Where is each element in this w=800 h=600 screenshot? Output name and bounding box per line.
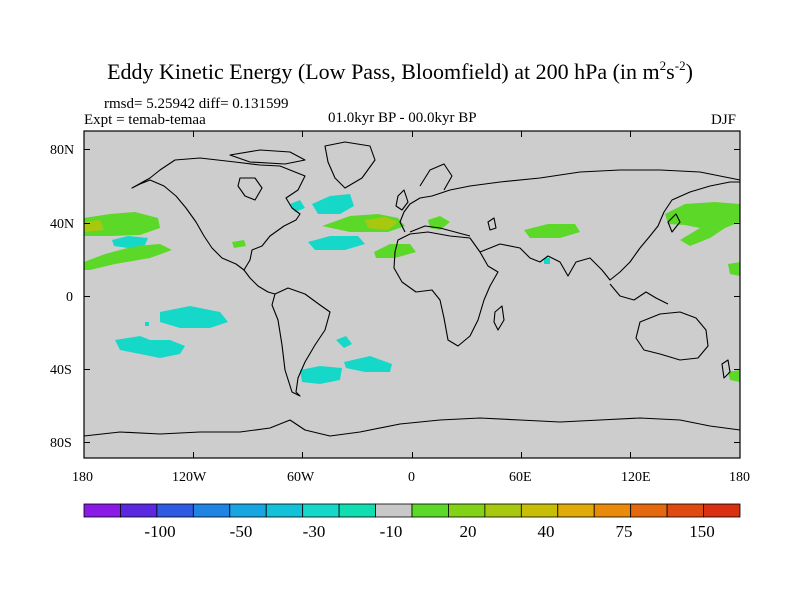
lat-ticks — [84, 149, 740, 443]
coast-madagascar — [493, 305, 505, 331]
coast-scandinavia — [419, 163, 453, 191]
colorbar-segment — [192, 503, 231, 518]
coast-se-asia — [609, 283, 669, 305]
colorbar-segment — [302, 503, 340, 518]
colorbar-label-1: -100 — [144, 522, 176, 541]
map-background — [84, 131, 740, 458]
lon-tick-180e: 180 — [729, 470, 750, 485]
patch-npac-20n — [84, 244, 172, 270]
coast-africa — [393, 231, 499, 347]
colorbar-segment — [338, 503, 376, 518]
colorbar-segment — [630, 503, 668, 518]
period-label: 01.0kyr BP - 00.0kyr BP — [328, 110, 477, 126]
patch-natl-40n-core — [365, 217, 398, 230]
stats-label: rmsd= 5.25942 diff= 0.131599 — [104, 96, 289, 112]
colorbar — [83, 503, 741, 518]
colorbar-label-6: 40 — [537, 522, 555, 541]
patch-npac-cyan — [112, 236, 148, 248]
patch-npac-east — [728, 262, 740, 276]
colorbar-segment — [83, 503, 121, 518]
coast-greenland — [324, 141, 376, 189]
patch-s-pac-east — [728, 370, 740, 382]
coast-caspian — [487, 217, 497, 231]
experiment-label: Expt = temab-temaa — [84, 112, 206, 128]
colorbar-label-3: -30 — [302, 522, 326, 541]
colorbar-label-5: 20 — [459, 522, 477, 541]
colorbar-segment — [703, 503, 741, 518]
colorbar-segment — [265, 503, 304, 518]
colorbar-segment — [666, 503, 704, 518]
coast-arabia-india — [479, 243, 641, 281]
lat-tick-80n: 80N — [50, 143, 75, 158]
lon-tick-60e: 60E — [509, 470, 532, 485]
lon-tick-0: 0 — [408, 470, 415, 485]
colorbar-segment — [411, 503, 449, 518]
colorbar-segment — [229, 503, 267, 518]
colorbar-label-2: -50 — [229, 522, 253, 541]
patch-asia-35n — [524, 224, 580, 238]
coast-north-america — [131, 157, 306, 271]
coast-east-asia — [639, 181, 740, 249]
patch-spac-20s — [160, 306, 228, 328]
coast-hudson — [237, 177, 263, 201]
patch-natl-55n — [312, 194, 354, 214]
coast-central-america — [243, 269, 276, 295]
coast-australia — [635, 311, 709, 361]
lon-tick-60w: 60W — [287, 470, 315, 485]
lon-tick-120e: 120E — [621, 470, 651, 485]
colorbar-segment — [375, 503, 413, 518]
patch-satl-40s — [344, 356, 392, 372]
colorbar-label-8: 150 — [689, 522, 715, 541]
lon-tick-120w: 120W — [172, 470, 207, 485]
chart-title: Eddy Kinetic Energy (Low Pass, Bloomfiel… — [107, 58, 693, 84]
coast-europe — [399, 169, 741, 233]
coast-arctic-islands — [229, 149, 306, 165]
lat-tick-eq: 0 — [66, 290, 73, 305]
lat-tick-80s: 80S — [50, 436, 72, 451]
lat-tick-40s: 40S — [50, 363, 72, 378]
colorbar-segment — [557, 503, 595, 518]
colorbar-segment — [484, 503, 522, 518]
coastlines — [83, 141, 741, 437]
patch-usa-small — [232, 240, 246, 248]
colorbar-segment — [593, 503, 632, 518]
colorbar-label-4: -10 — [379, 522, 403, 541]
negative-anomaly-patches — [112, 194, 392, 384]
coast-south-america — [271, 287, 331, 397]
colorbar-segment — [120, 503, 158, 518]
colorbar-segment — [448, 503, 486, 518]
patch-spac-40s — [115, 336, 185, 358]
patch-nwpac — [665, 202, 740, 246]
patch-patagonia — [300, 366, 342, 384]
colorbar-segment — [156, 503, 194, 518]
coast-med-sea — [409, 225, 471, 237]
lon-tick-180w: 180 — [72, 470, 93, 485]
coast-new-zealand — [721, 359, 731, 379]
colorbar-segment — [520, 503, 559, 518]
coast-antarctica — [83, 417, 741, 437]
coast-japan — [667, 213, 681, 233]
colorbar-label-7: 75 — [615, 522, 633, 541]
patch-spac-speck — [145, 322, 149, 326]
patch-arabia — [544, 258, 550, 264]
lat-tick-40n: 40N — [50, 217, 75, 232]
coast-uk — [395, 189, 409, 211]
season-label: DJF — [711, 112, 737, 128]
patch-natl-30n — [308, 236, 365, 250]
lon-ticks — [193, 131, 631, 458]
patch-med — [428, 216, 450, 230]
patch-satl-20s — [336, 336, 352, 348]
